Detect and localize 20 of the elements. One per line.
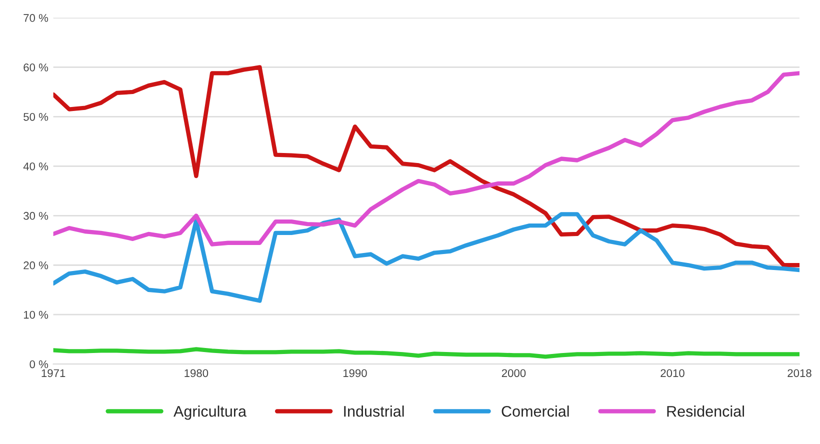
- y-tick-label: 10 %: [24, 310, 48, 319]
- x-tick-label: 2010: [660, 369, 684, 378]
- line-series: [53, 347, 800, 359]
- legend-label: Comercial: [502, 406, 569, 417]
- x-tick-label: 1980: [184, 369, 208, 378]
- y-tick-label: 0 %: [30, 360, 48, 368]
- legend-label: Agricultura: [174, 406, 247, 420]
- x-tick-label: 2000: [502, 369, 526, 378]
- legend-label: Residencial: [667, 406, 744, 417]
- y-tick-label: 20 %: [24, 261, 48, 270]
- legend-label: Industrial: [344, 406, 404, 417]
- x-tick-label: 1971: [42, 369, 66, 378]
- y-tick-label: 70 %: [24, 14, 48, 22]
- x-tick-label: 2018: [788, 369, 812, 378]
- y-tick-label: 30 %: [24, 212, 48, 220]
- y-tick-label: 50 %: [24, 112, 48, 121]
- y-tick-label: 60 %: [24, 64, 48, 72]
- y-tick-label: 40 %: [23, 162, 48, 170]
- line-series: [53, 212, 800, 303]
- x-tick-label: 1990: [343, 369, 367, 378]
